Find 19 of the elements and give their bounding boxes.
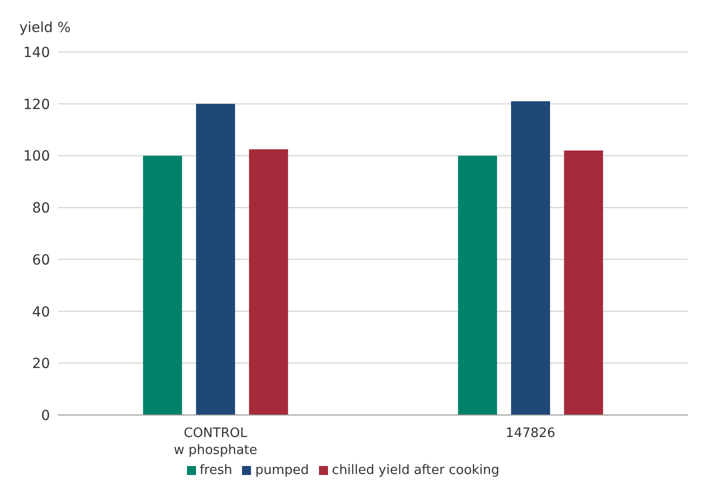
y-tick-label: 0 xyxy=(41,408,50,424)
x-tick-label: 147826 xyxy=(506,426,556,441)
bar xyxy=(196,104,236,415)
legend-label: pumped xyxy=(255,463,309,478)
legend-label: chilled yield after cooking xyxy=(332,463,500,478)
y-axis-title: yield % xyxy=(19,20,71,36)
y-tick-label: 80 xyxy=(32,200,50,217)
bar xyxy=(143,156,182,415)
y-tick-label: 140 xyxy=(23,44,50,61)
y-tick-label: 120 xyxy=(23,96,50,113)
y-tick-label: 100 xyxy=(23,148,50,165)
legend-label: fresh xyxy=(200,463,232,478)
bar xyxy=(511,101,550,415)
y-tick-label: 60 xyxy=(32,252,50,268)
bar xyxy=(249,149,288,415)
bar xyxy=(458,156,498,415)
y-tick-label: 20 xyxy=(32,356,50,372)
bar xyxy=(564,150,604,415)
y-tick-label: 40 xyxy=(32,304,50,320)
